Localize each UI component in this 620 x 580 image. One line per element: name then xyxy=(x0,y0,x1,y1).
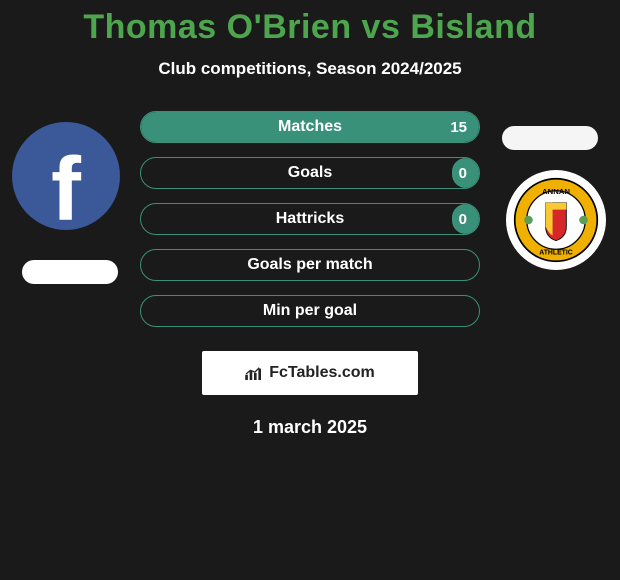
comparison-card: Thomas O'Brien vs Bisland Club competiti… xyxy=(0,0,620,438)
svg-text:ATHLETIC: ATHLETIC xyxy=(539,249,573,256)
stat-row-goals: Goals 0 xyxy=(140,157,480,189)
footer-logo-box: FcTables.com xyxy=(202,351,418,395)
stat-label: Goals xyxy=(288,164,332,182)
stat-value-right: 0 xyxy=(459,211,467,228)
footer-logo-text: FcTables.com xyxy=(269,364,375,382)
stat-label: Matches xyxy=(278,118,342,136)
stat-value-right: 0 xyxy=(459,165,467,182)
stat-row-goals-per-match: Goals per match xyxy=(140,249,480,281)
stat-row-matches: Matches 15 xyxy=(140,111,480,143)
stat-label: Min per goal xyxy=(263,302,357,320)
player-left-avatar: f xyxy=(12,122,120,230)
page-title: Thomas O'Brien vs Bisland xyxy=(0,8,620,47)
player-right-avatar: ANNAN ATHLETIC xyxy=(506,170,606,270)
stat-label: Hattricks xyxy=(276,210,344,228)
subtitle: Club competitions, Season 2024/2025 xyxy=(0,59,620,79)
stat-value-right: 15 xyxy=(450,119,467,136)
club-badge-icon: ANNAN ATHLETIC xyxy=(513,177,599,263)
stat-label: Goals per match xyxy=(247,256,372,274)
chart-icon xyxy=(245,366,263,380)
stats-bars: Matches 15 Goals 0 Hattricks 0 Goals per… xyxy=(140,111,480,327)
facebook-icon: f xyxy=(51,145,81,230)
player-right-flag xyxy=(502,126,598,150)
stat-row-hattricks: Hattricks 0 xyxy=(140,203,480,235)
stat-row-min-per-goal: Min per goal xyxy=(140,295,480,327)
player-left-flag xyxy=(22,260,118,284)
date-text: 1 march 2025 xyxy=(0,417,620,438)
svg-text:ANNAN: ANNAN xyxy=(542,187,570,196)
